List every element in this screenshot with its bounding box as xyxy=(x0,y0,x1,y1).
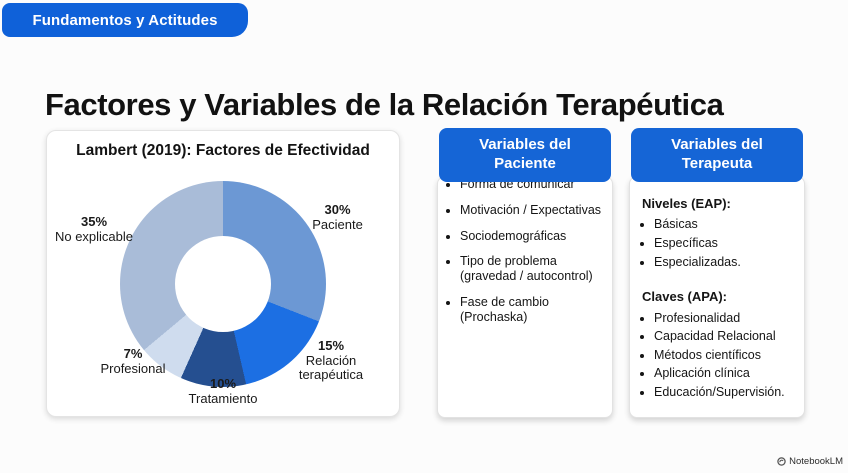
donut-chart xyxy=(120,181,326,387)
chart-label-pct: 7% xyxy=(123,346,143,361)
list-item: Específicas xyxy=(654,236,792,252)
list-item: Métodos científicos xyxy=(654,348,792,364)
claves-list: Profesionalidad Capacidad Relacional Métod… xyxy=(640,311,798,401)
therapist-panel-header: Variables del Terapeuta xyxy=(631,128,803,182)
chart-label-profesional: 7% Profesional xyxy=(83,346,183,376)
notebooklm-icon xyxy=(777,457,786,466)
list-item: Profesionalidad xyxy=(654,311,792,327)
list-item: Sociodemográficas xyxy=(460,229,606,244)
chart-label-pct: 35% xyxy=(80,214,108,229)
therapist-group-niveles: Niveles (EAP): Básicas Específicas Especia… xyxy=(630,177,804,270)
patient-panel-header: Variables del Paciente xyxy=(439,128,611,182)
patient-variables-list: Forma de comunicarMotivación / Expectati… xyxy=(438,177,612,324)
patient-panel-body: Forma de comunicarMotivación / Expectati… xyxy=(437,176,613,418)
list-item: Básicas xyxy=(654,217,792,233)
niveles-list: Básicas Específicas Especializadas. xyxy=(640,217,798,270)
list-item: Educación/Supervisión. xyxy=(654,385,792,401)
chart-label-name: No explicable xyxy=(54,228,134,244)
section-badge-label: Fundamentos y Actitudes xyxy=(32,11,218,29)
list-item: Especializadas. xyxy=(654,255,792,271)
chart-label-name: Paciente xyxy=(312,216,363,232)
notebooklm-label: NotebookLM xyxy=(789,456,843,467)
section-badge: Fundamentos y Actitudes xyxy=(2,3,248,37)
chart-label-paciente: 30% Paciente xyxy=(290,202,385,232)
chart-label-name: Relación terapéutica xyxy=(298,352,364,383)
therapist-variables-panel: Variables del Terapeuta Niveles (EAP): B… xyxy=(629,128,805,418)
group-heading: Niveles (EAP): xyxy=(642,196,731,211)
therapist-panel-body: Niveles (EAP): Básicas Específicas Especia… xyxy=(629,176,805,418)
group-heading: Claves (APA): xyxy=(642,289,728,305)
list-item: Fase de cambio (Prochaska) xyxy=(460,295,606,325)
chart-label-name: Profesional xyxy=(100,360,166,376)
list-item: Capacidad Relacional xyxy=(654,329,792,345)
notebooklm-watermark: NotebookLM xyxy=(777,456,843,467)
list-item: Tipo de problema (gravedad / autocontrol… xyxy=(460,254,606,284)
therapist-panel-title: Variables del Terapeuta xyxy=(671,136,763,172)
page-title: Factores y Variables de la Relación Tera… xyxy=(45,86,724,122)
chart-label-pct: 15% xyxy=(317,338,345,353)
chart-label-tratamiento: 10% Tratamiento xyxy=(168,376,278,406)
list-item: Motivación / Expectativas xyxy=(460,203,606,218)
list-item: Aplicación clínica xyxy=(654,366,792,382)
chart-title: Lambert (2019): Factores de Efectividad xyxy=(76,142,370,159)
patient-panel-title: Variables del Paciente xyxy=(479,136,571,172)
patient-variables-panel: Variables del Paciente Forma de comunica… xyxy=(437,128,613,418)
chart-label-no-explicable: 35% No explicable xyxy=(49,214,139,244)
chart-label-pct: 30% xyxy=(324,202,351,217)
chart-label-name: Tratamiento xyxy=(188,390,258,406)
chart-label-pct: 10% xyxy=(209,376,237,391)
therapist-group-claves: Claves (APA): Profesionalidad Capacidad R… xyxy=(630,273,804,400)
effectiveness-chart-card: Lambert (2019): Factores de Efectividad … xyxy=(46,130,400,417)
chart-label-relacion-terapeutica: 15% Relación terapéutica xyxy=(283,338,379,383)
